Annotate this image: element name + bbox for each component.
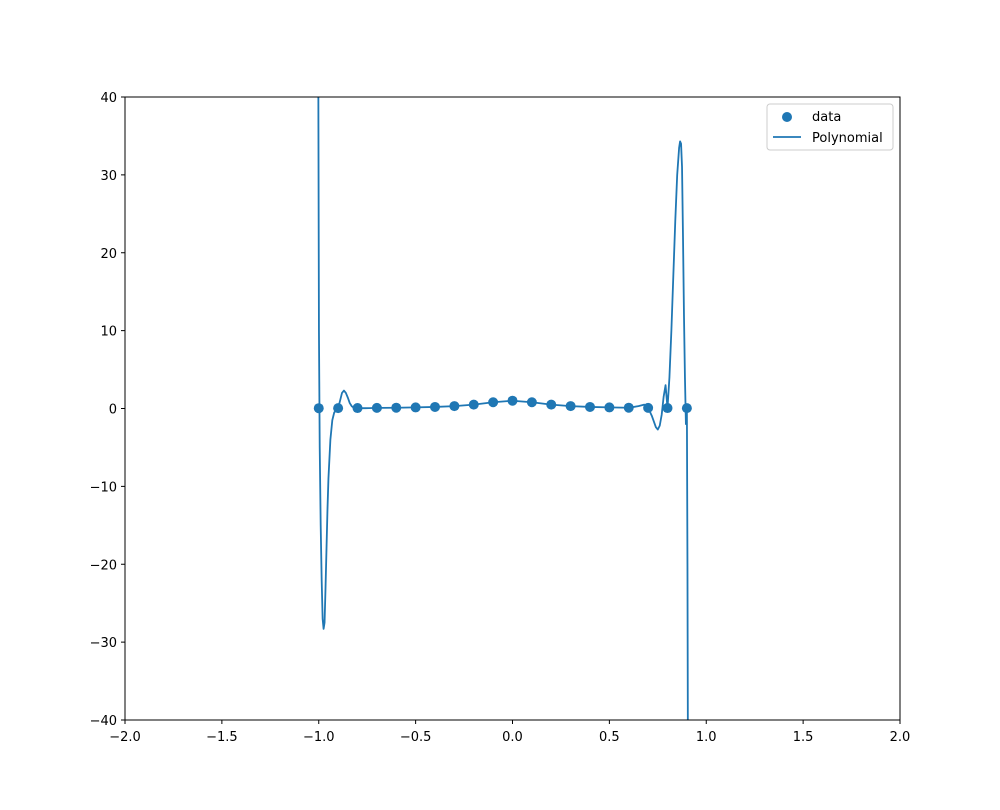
data-point	[526, 397, 537, 408]
x-axis: −2.0 −1.5 −1.0 −0.5 0.0 0.5 1.0 1.5 2.0	[109, 720, 910, 745]
data-point	[507, 395, 518, 406]
y-tick-label: 40	[100, 91, 117, 106]
legend: data Polynomial	[766, 103, 894, 151]
legend-label-data: data	[812, 110, 841, 125]
data-point	[643, 402, 654, 413]
legend-data-marker	[782, 112, 792, 122]
data-point	[681, 403, 692, 414]
x-tick-label: −1.0	[303, 730, 335, 745]
y-tick-label: 20	[100, 247, 117, 262]
y-axis: −40 −30 −20 −10 0 10 20 30 40	[90, 91, 125, 729]
data-point	[565, 401, 576, 412]
data-point	[662, 403, 673, 414]
legend-box	[766, 103, 894, 151]
data-point	[546, 399, 557, 410]
y-tick-label: −20	[90, 558, 117, 573]
y-tick-label: 0	[109, 403, 117, 418]
data-point	[333, 403, 344, 414]
x-tick-label: −2.0	[109, 730, 141, 745]
y-tick-label: −40	[90, 714, 117, 729]
data-point	[488, 397, 499, 408]
data-points-layer	[313, 395, 692, 414]
y-tick-label: 30	[100, 169, 117, 184]
y-tick-label: −30	[90, 636, 117, 651]
data-point	[430, 401, 440, 412]
data-point	[604, 402, 615, 413]
y-tick-label: 10	[100, 325, 117, 340]
x-tick-label: 1.5	[793, 730, 814, 745]
data-point	[313, 403, 324, 414]
x-tick-label: 2.0	[890, 730, 911, 745]
x-tick-label: 0.0	[502, 730, 523, 745]
x-tick-label: 0.5	[599, 730, 620, 745]
legend-label-polynomial: Polynomial	[812, 131, 883, 146]
x-tick-label: 1.0	[696, 730, 717, 745]
y-tick-label: −10	[90, 480, 117, 495]
data-point	[468, 399, 479, 410]
data-point	[352, 403, 363, 414]
data-point	[585, 401, 595, 412]
data-point	[371, 402, 382, 413]
x-tick-label: −1.5	[206, 730, 238, 745]
data-point	[449, 401, 460, 412]
data-point	[410, 402, 421, 413]
data-point	[391, 402, 402, 413]
x-tick-label: −0.5	[400, 730, 432, 745]
plot-background	[125, 97, 900, 720]
data-point	[623, 402, 634, 413]
